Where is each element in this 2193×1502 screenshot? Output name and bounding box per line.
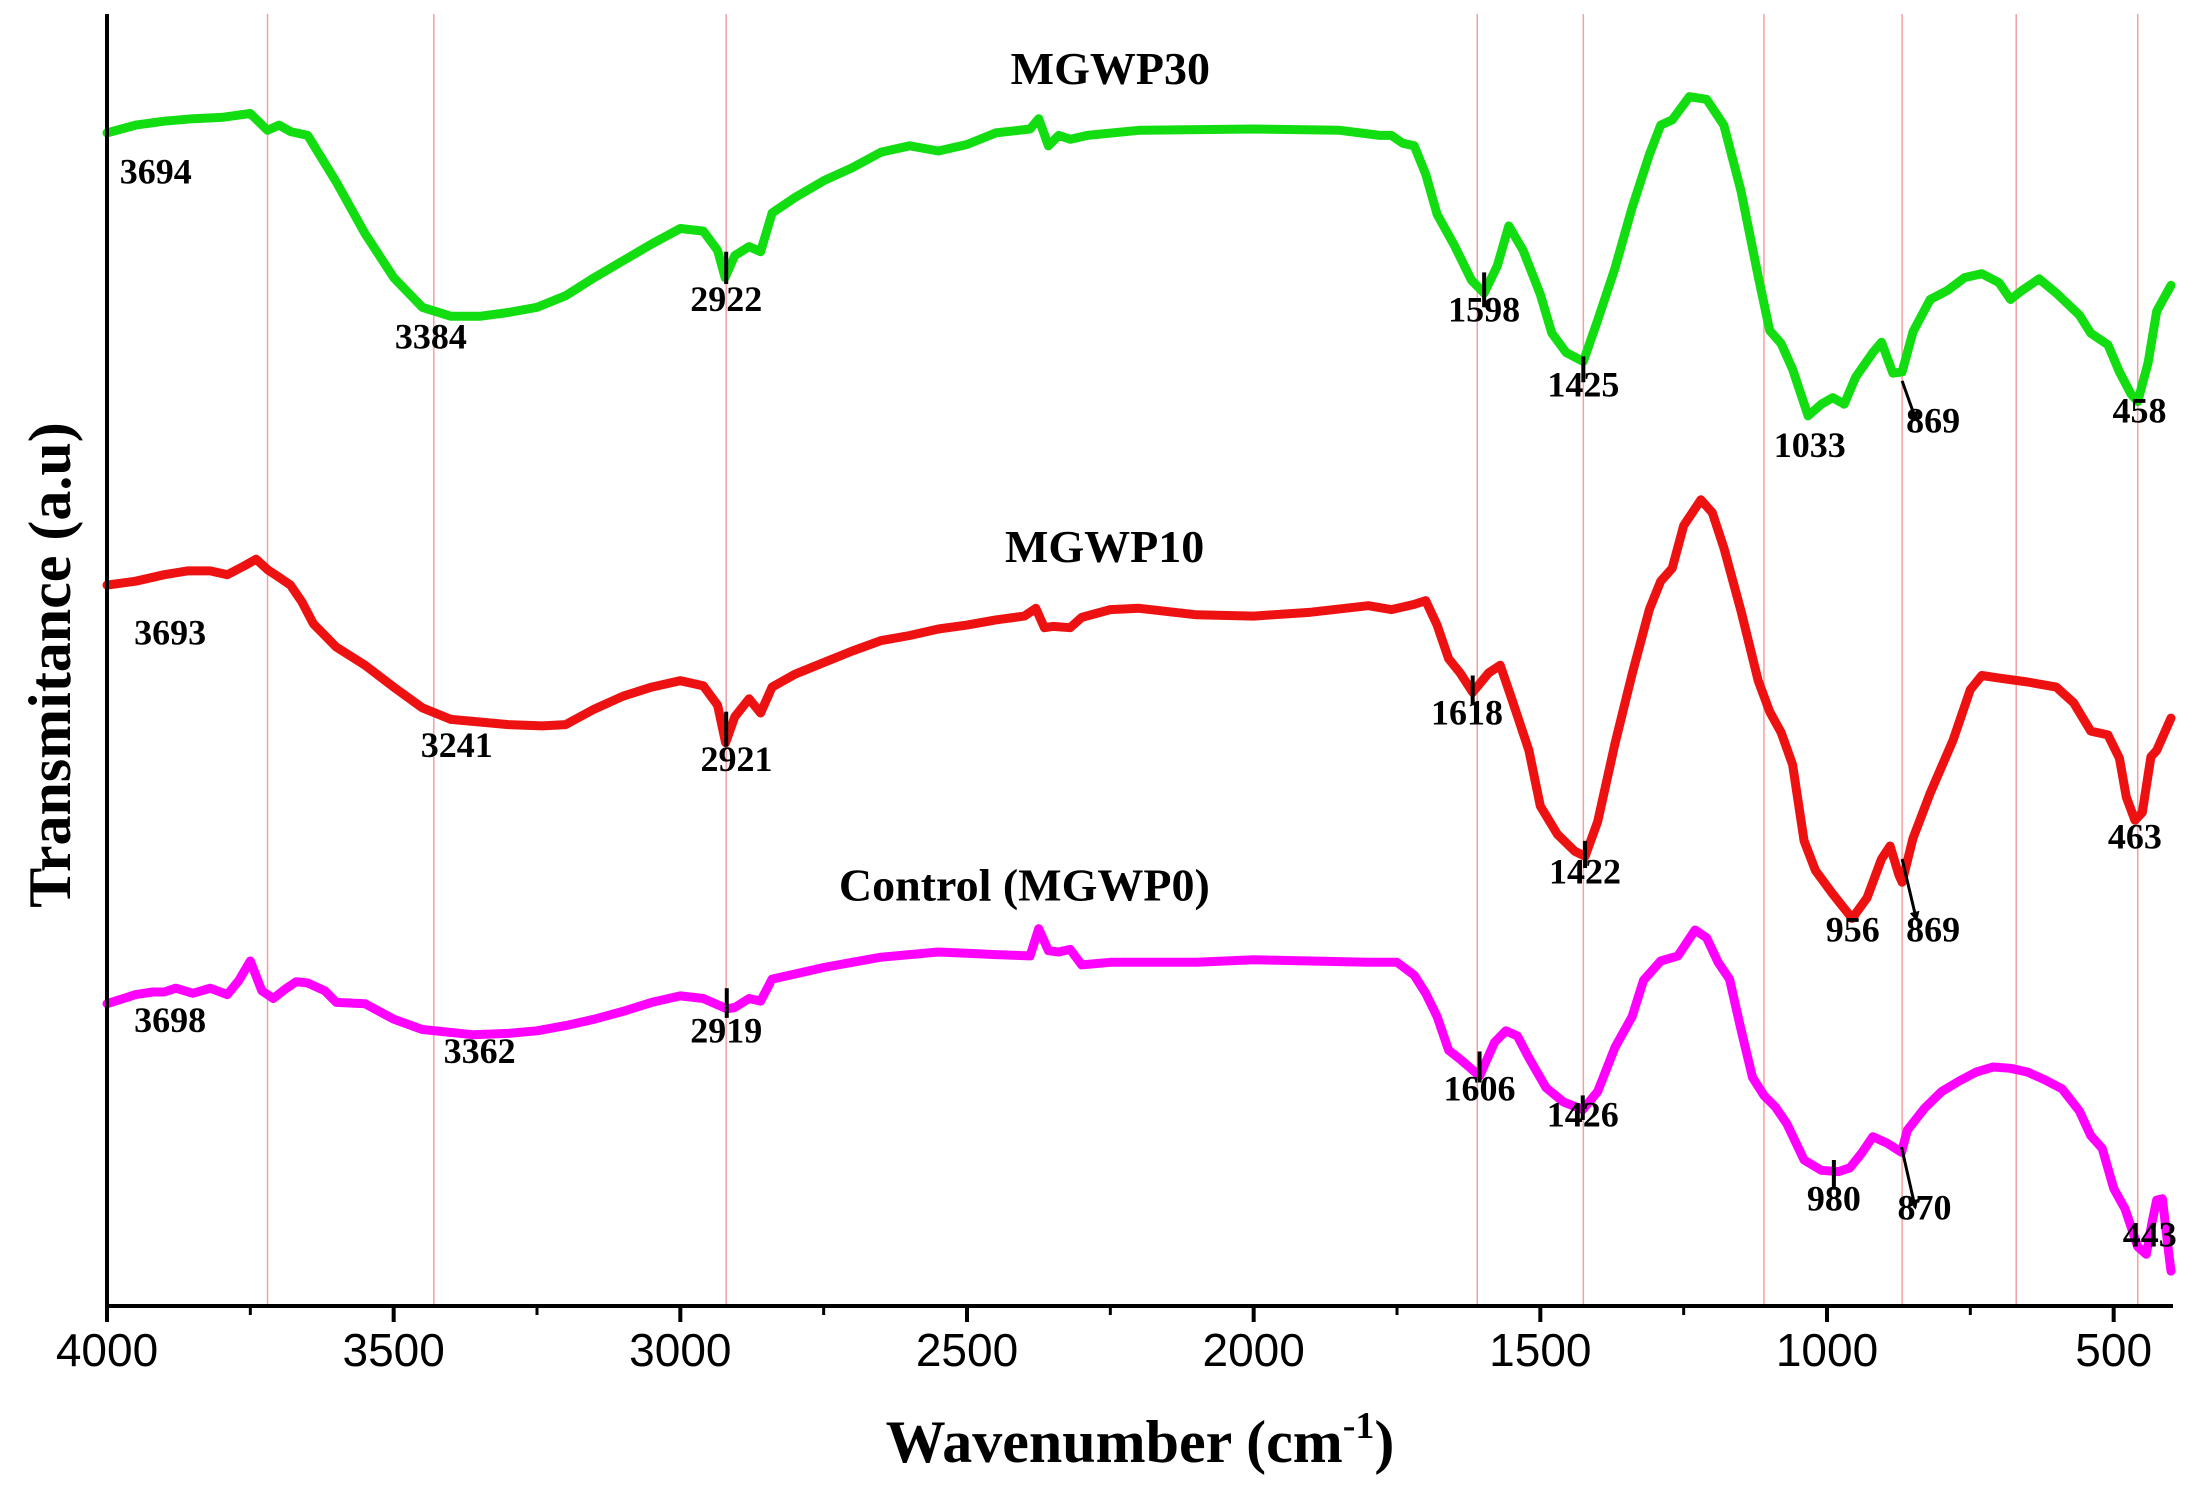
- series-label-2: MGWP10: [1005, 521, 1204, 572]
- x-axis-title-superscript: -1: [1343, 1405, 1375, 1447]
- peak-label: 3698: [134, 1000, 206, 1040]
- x-tick-label: 1500: [1489, 1324, 1591, 1376]
- reference-lines: [266, 14, 2139, 1306]
- peak-label: 443: [2123, 1215, 2177, 1255]
- x-tick-label: 500: [2075, 1324, 2152, 1376]
- peak-label: 1598: [1448, 289, 1520, 329]
- peak-label: 463: [2108, 817, 2162, 857]
- x-axis-title-close: ): [1374, 1409, 1394, 1475]
- peak-label: 3693: [134, 612, 206, 652]
- x-axis: 4000 3500 3000 2500 2000 1500 1000 500: [56, 1306, 2152, 1376]
- peak-label: 1033: [1774, 425, 1846, 465]
- peak-label: 3241: [421, 725, 493, 765]
- x-tick-label: 4000: [56, 1324, 158, 1376]
- x-tick-label: 2500: [916, 1324, 1018, 1376]
- peak-label: 1618: [1431, 693, 1503, 733]
- peak-label: 956: [1826, 910, 1880, 950]
- peak-arrow: [1900, 1146, 1919, 1210]
- series-line-2: [102, 495, 2176, 923]
- peak-label: 1606: [1444, 1069, 1516, 1109]
- series-layer: [102, 92, 2176, 1276]
- peak-label: 2922: [690, 279, 762, 319]
- peak-label: 870: [1897, 1187, 1951, 1227]
- series-label-3: Control (MGWP0): [839, 859, 1210, 910]
- y-axis-title: Transmitance (a.u): [17, 422, 83, 908]
- peak-label: 869: [1906, 910, 1960, 950]
- peak-label: 2919: [690, 1010, 762, 1050]
- peak-arrow: [1900, 858, 1920, 922]
- peak-label: 1426: [1547, 1094, 1619, 1134]
- series-labels: MGWP30 MGWP10 Control (MGWP0): [839, 43, 1210, 911]
- peak-label: 1425: [1547, 364, 1619, 404]
- peak-label: 1422: [1549, 852, 1621, 892]
- peak-label: 3694: [120, 151, 192, 191]
- x-tick-label: 1000: [1776, 1324, 1878, 1376]
- x-tick-label: 3000: [629, 1324, 731, 1376]
- peak-label: 869: [1906, 401, 1960, 441]
- series-label-1: MGWP30: [1011, 43, 1210, 94]
- peak-label: 2921: [701, 739, 773, 779]
- plot-frame: [105, 14, 2173, 1308]
- x-tick-label: 3500: [342, 1324, 444, 1376]
- peak-label: 458: [2112, 390, 2166, 430]
- peak-label: 980: [1807, 1178, 1861, 1218]
- x-tick-label: 2000: [1202, 1324, 1304, 1376]
- peak-labels: 3694 3384 2922 1598 1425 1033 869 458 3693 3241 29…: [120, 151, 2177, 1254]
- peak-markers: [724, 251, 1920, 1210]
- x-axis-title: Wavenumber (cm-1): [886, 1405, 1395, 1475]
- peak-label: 3362: [444, 1031, 516, 1071]
- peak-label: 3384: [395, 317, 467, 357]
- series-line-1: [102, 92, 2176, 421]
- series-line-3: [102, 924, 2176, 1276]
- peak-arrow: [1900, 380, 1918, 422]
